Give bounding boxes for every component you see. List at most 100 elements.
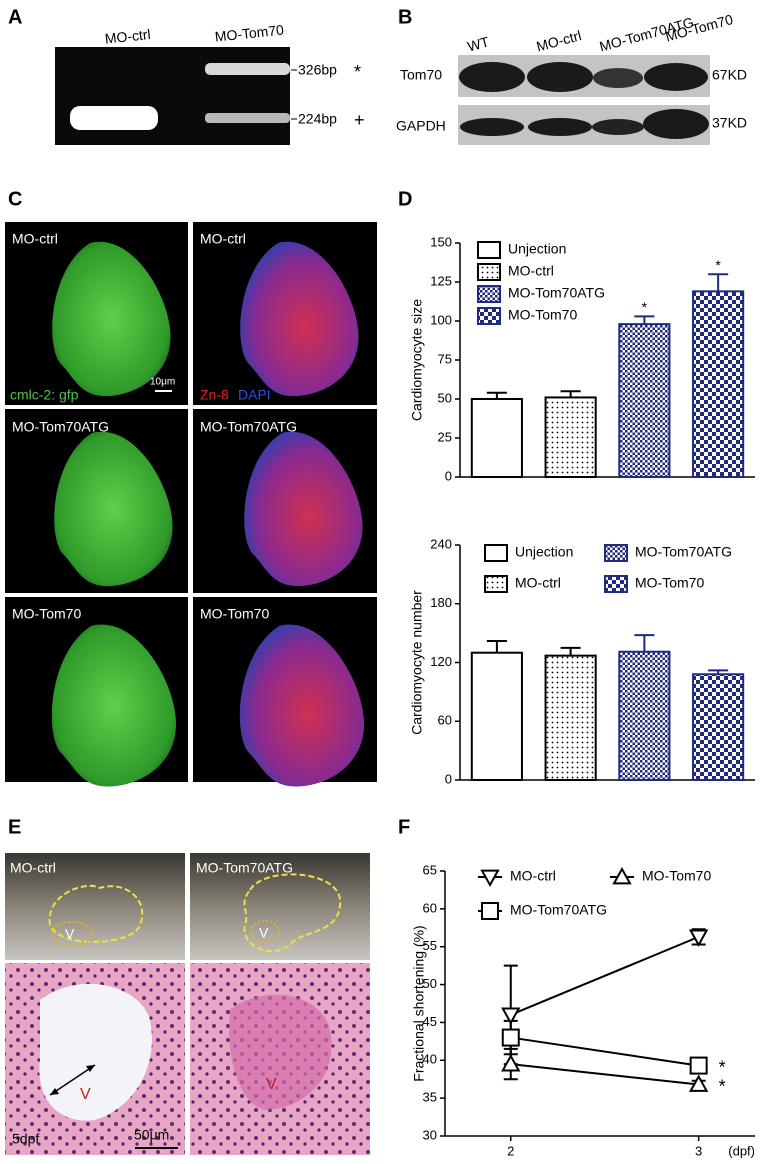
y-tick-label: 55: [423, 938, 437, 953]
y-tick-label: 45: [423, 1014, 437, 1029]
y-tick-label: 40: [423, 1052, 437, 1067]
gel-band: [205, 113, 290, 123]
legend-swatch: [477, 285, 501, 303]
confocal-images: [5, 222, 377, 787]
ventricle-label: V: [259, 925, 269, 941]
band-size: 326bp: [298, 62, 337, 78]
image-label: MO-ctrl: [10, 860, 56, 876]
image-label: MO-ctrl: [200, 231, 246, 247]
image-label: MO-ctrl: [12, 231, 58, 247]
legend-marker: [612, 866, 632, 885]
legend-label: MO-Tom70: [642, 868, 711, 884]
panel-letter: F: [398, 816, 410, 838]
band-size: 224bp: [298, 111, 337, 127]
panel-letter: D: [398, 188, 412, 210]
blot-band: [459, 62, 525, 92]
legend-label: MO-Tom70: [635, 575, 704, 591]
panel-letter: E: [8, 816, 21, 838]
y-tick-label: 240: [430, 536, 452, 551]
error-bar: [634, 634, 655, 652]
image-label: MO-Tom70ATG: [200, 419, 297, 435]
band-mark: +: [354, 110, 365, 130]
legend-label: MO-Tom70: [508, 307, 577, 323]
y-axis-label: Cardiomyocyte number: [409, 590, 425, 735]
line: [510, 1036, 699, 1067]
gel-image: [55, 47, 290, 145]
blot-band: [644, 63, 708, 91]
legend-marker: [481, 902, 499, 920]
weight-label: 37KD: [712, 115, 747, 131]
blot-band: [592, 119, 644, 135]
legend-swatch: [604, 544, 628, 562]
bar: [692, 673, 745, 781]
scale-label: 50μm: [134, 1127, 169, 1143]
stain-label: Zn-8: [200, 387, 229, 403]
marker: [501, 1007, 521, 1025]
y-tick-label: 35: [423, 1090, 437, 1105]
bar: [692, 290, 745, 478]
gel-band: [70, 106, 158, 130]
legend-swatch: [477, 263, 501, 281]
panel-letter: A: [8, 6, 22, 28]
legend-marker: [480, 869, 500, 888]
bar: [544, 654, 597, 781]
image-label: MO-Tom70: [12, 606, 81, 622]
marker: [688, 1074, 709, 1092]
blot-band: [593, 68, 643, 88]
legend-swatch: [477, 307, 501, 325]
marker: [501, 1028, 520, 1047]
lane-label: MO-ctrl: [104, 26, 151, 47]
protein-label: Tom70: [400, 67, 442, 83]
y-tick-label: 65: [423, 862, 437, 877]
significance-label: *: [642, 299, 648, 315]
stain-label: DAPI: [238, 387, 271, 403]
legend-label: MO-ctrl: [510, 868, 556, 884]
blot-band: [527, 62, 593, 92]
blot-band: [643, 109, 709, 139]
y-tick-label: 50: [423, 976, 437, 991]
y-tick-label: 30: [423, 1127, 437, 1142]
y-tick-label: 60: [438, 713, 452, 728]
x-tick-label: 2: [507, 1143, 514, 1158]
lane-label: MO-ctrl: [535, 27, 583, 54]
bar: [470, 651, 523, 781]
legend-label: MO-ctrl: [515, 575, 561, 591]
legend-label: MO-Tom70ATG: [510, 902, 607, 918]
y-axis-label: Cardiomyocyte size: [409, 299, 425, 421]
histology-images: [5, 853, 370, 1155]
panel-letter: C: [8, 188, 22, 210]
image-label: MO-Tom70: [200, 606, 269, 622]
legend-label: MO-Tom70ATG: [635, 544, 732, 560]
y-axis-label: Fractional shortening (%): [411, 925, 427, 1081]
significance-label: *: [719, 1057, 726, 1077]
bar: [544, 396, 597, 478]
legend-swatch: [604, 575, 628, 593]
bar: [618, 650, 671, 782]
scale-label: 10μm: [150, 377, 175, 388]
y-tick-label: 75: [438, 351, 452, 366]
y-tick-label: 0: [445, 468, 452, 483]
x-axis-label: (dpf): [728, 1143, 755, 1158]
legend-label: Unjection: [515, 544, 573, 560]
ventricle-label: V: [266, 1076, 277, 1093]
band-mark: *: [354, 62, 361, 82]
ventricle-label: V: [65, 926, 75, 942]
significance-label: *: [719, 1076, 726, 1096]
lane-label: WT: [466, 33, 492, 54]
image-label: MO-Tom70ATG: [12, 419, 109, 435]
error-bar: [560, 390, 581, 398]
stage-label: 5dpf: [12, 1131, 39, 1147]
legend-swatch: [484, 575, 508, 593]
error-bar: [486, 391, 507, 399]
stain-label: cmlc-2: gfp: [10, 387, 79, 403]
y-tick-label: 50: [438, 390, 452, 405]
y-tick-label: 100: [430, 312, 452, 327]
error-bar: [486, 639, 507, 653]
y-tick-label: 150: [430, 234, 452, 249]
y-tick-label: 180: [430, 595, 452, 610]
legend-label: Unjection: [508, 241, 566, 257]
marker: [689, 1056, 708, 1075]
marker: [501, 1054, 521, 1072]
ventricle-label: V: [80, 1086, 91, 1103]
